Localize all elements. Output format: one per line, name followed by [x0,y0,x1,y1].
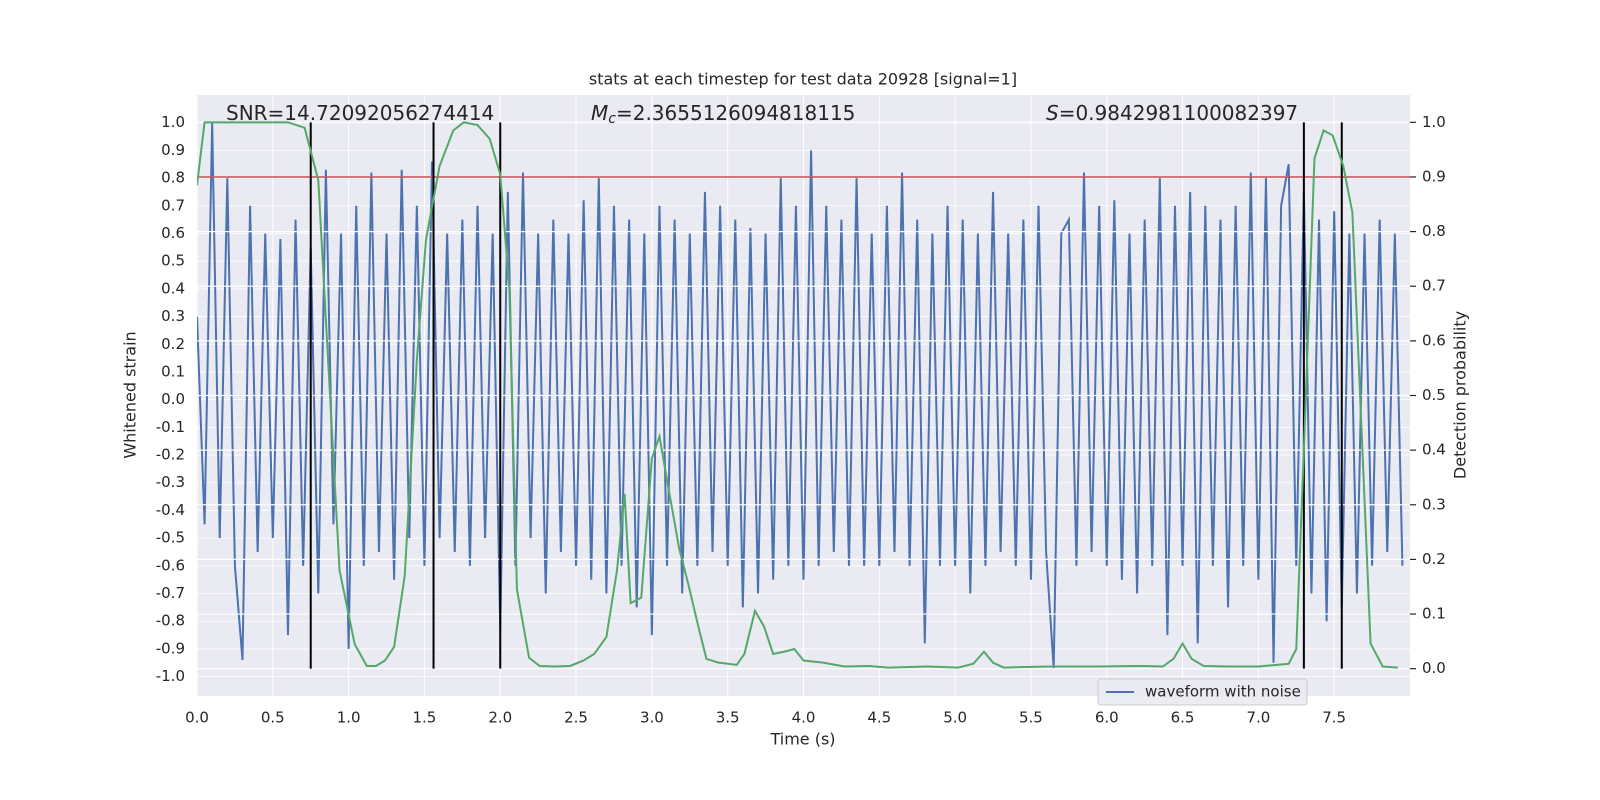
annotation-text: SNR=14.72092056274414 [226,101,494,125]
series-line [197,122,1404,669]
y2-tick-label: 0.0 [1422,659,1446,677]
y-tick-label: 0.2 [161,335,185,353]
y-tick-label: -0.8 [156,612,185,630]
y-tick-label: -0.4 [156,501,185,519]
x-tick-label: 3.5 [716,709,740,727]
y2-tick-label: 0.6 [1422,331,1446,349]
y-tick-label: -0.2 [156,446,185,464]
series-line [197,121,1398,669]
y2-tick-label: 0.1 [1422,605,1446,623]
x-tick-label: 5.0 [943,709,967,727]
y-axis-label: Whitened strain [121,331,140,458]
x-tick-label: 2.0 [488,709,512,727]
chart-title: stats at each timestep for test data 209… [589,70,1017,89]
y-tick-label: -0.7 [156,584,185,602]
x-tick-label: 5.5 [1019,709,1043,727]
y2-tick-label: 0.4 [1422,441,1446,459]
y-tick-label: 0.0 [161,390,185,408]
y-tick-label: 0.1 [161,362,185,380]
y-tick-label: -0.5 [156,529,185,547]
x-tick-label: 0.5 [261,709,285,727]
y2-tick-label: 0.7 [1422,277,1446,295]
x-tick-label: 4.5 [867,709,891,727]
legend-label: waveform with noise [1145,683,1301,701]
annotation-subscript: c [608,111,616,127]
y-tick-label: 1.0 [161,113,185,131]
y-tick-label: 0.4 [161,279,185,297]
y-tick-label: 0.7 [161,196,185,214]
annotation-text: =0.9842981100082397 [1059,101,1298,125]
y-tick-label: 0.8 [161,169,185,187]
y-tick-label: -0.1 [156,418,185,436]
y-tick-label: 0.3 [161,307,185,325]
y-tick-label: -1.0 [156,667,185,685]
x-tick-label: 6.5 [1171,709,1195,727]
annotation: S=0.9842981100082397 [1046,101,1298,125]
x-tick-label: 1.5 [413,709,437,727]
y2-axis-label: Detection probability [1451,311,1470,479]
x-tick-label: 1.0 [337,709,361,727]
y2-tick-label: 1.0 [1422,113,1446,131]
x-tick-label: 4.0 [792,709,816,727]
y-tick-label: -0.6 [156,556,185,574]
x-tick-label: 6.0 [1095,709,1119,727]
x-tick-label: 7.5 [1322,709,1346,727]
annotation: SNR=14.72092056274414 [226,101,494,125]
x-tick-label: 0.0 [185,709,209,727]
annotation-symbol: M [591,101,608,125]
annotation-symbol: S [1046,101,1059,125]
y2-tick-label: 0.2 [1422,550,1446,568]
y-tick-label: 0.5 [161,252,185,270]
y2-tick-label: 0.8 [1422,222,1446,240]
y2-tick-label: 0.9 [1422,167,1446,185]
y2-tick-label: 0.5 [1422,386,1446,404]
x-tick-label: 2.5 [564,709,588,727]
annotation-text: =2.3655126094818115 [616,101,855,125]
y-tick-label: -0.3 [156,473,185,491]
legend-box [1097,678,1308,706]
y-tick-label: 0.9 [161,141,185,159]
x-tick-label: 3.0 [640,709,664,727]
y2-tick-label: 0.3 [1422,495,1446,513]
y-tick-label: 0.6 [161,224,185,242]
x-tick-label: 7.0 [1246,709,1270,727]
y-tick-label: -0.9 [156,639,185,657]
x-axis-label: Time (s) [769,730,835,749]
annotation: Mc=2.3655126094818115 [591,101,855,128]
